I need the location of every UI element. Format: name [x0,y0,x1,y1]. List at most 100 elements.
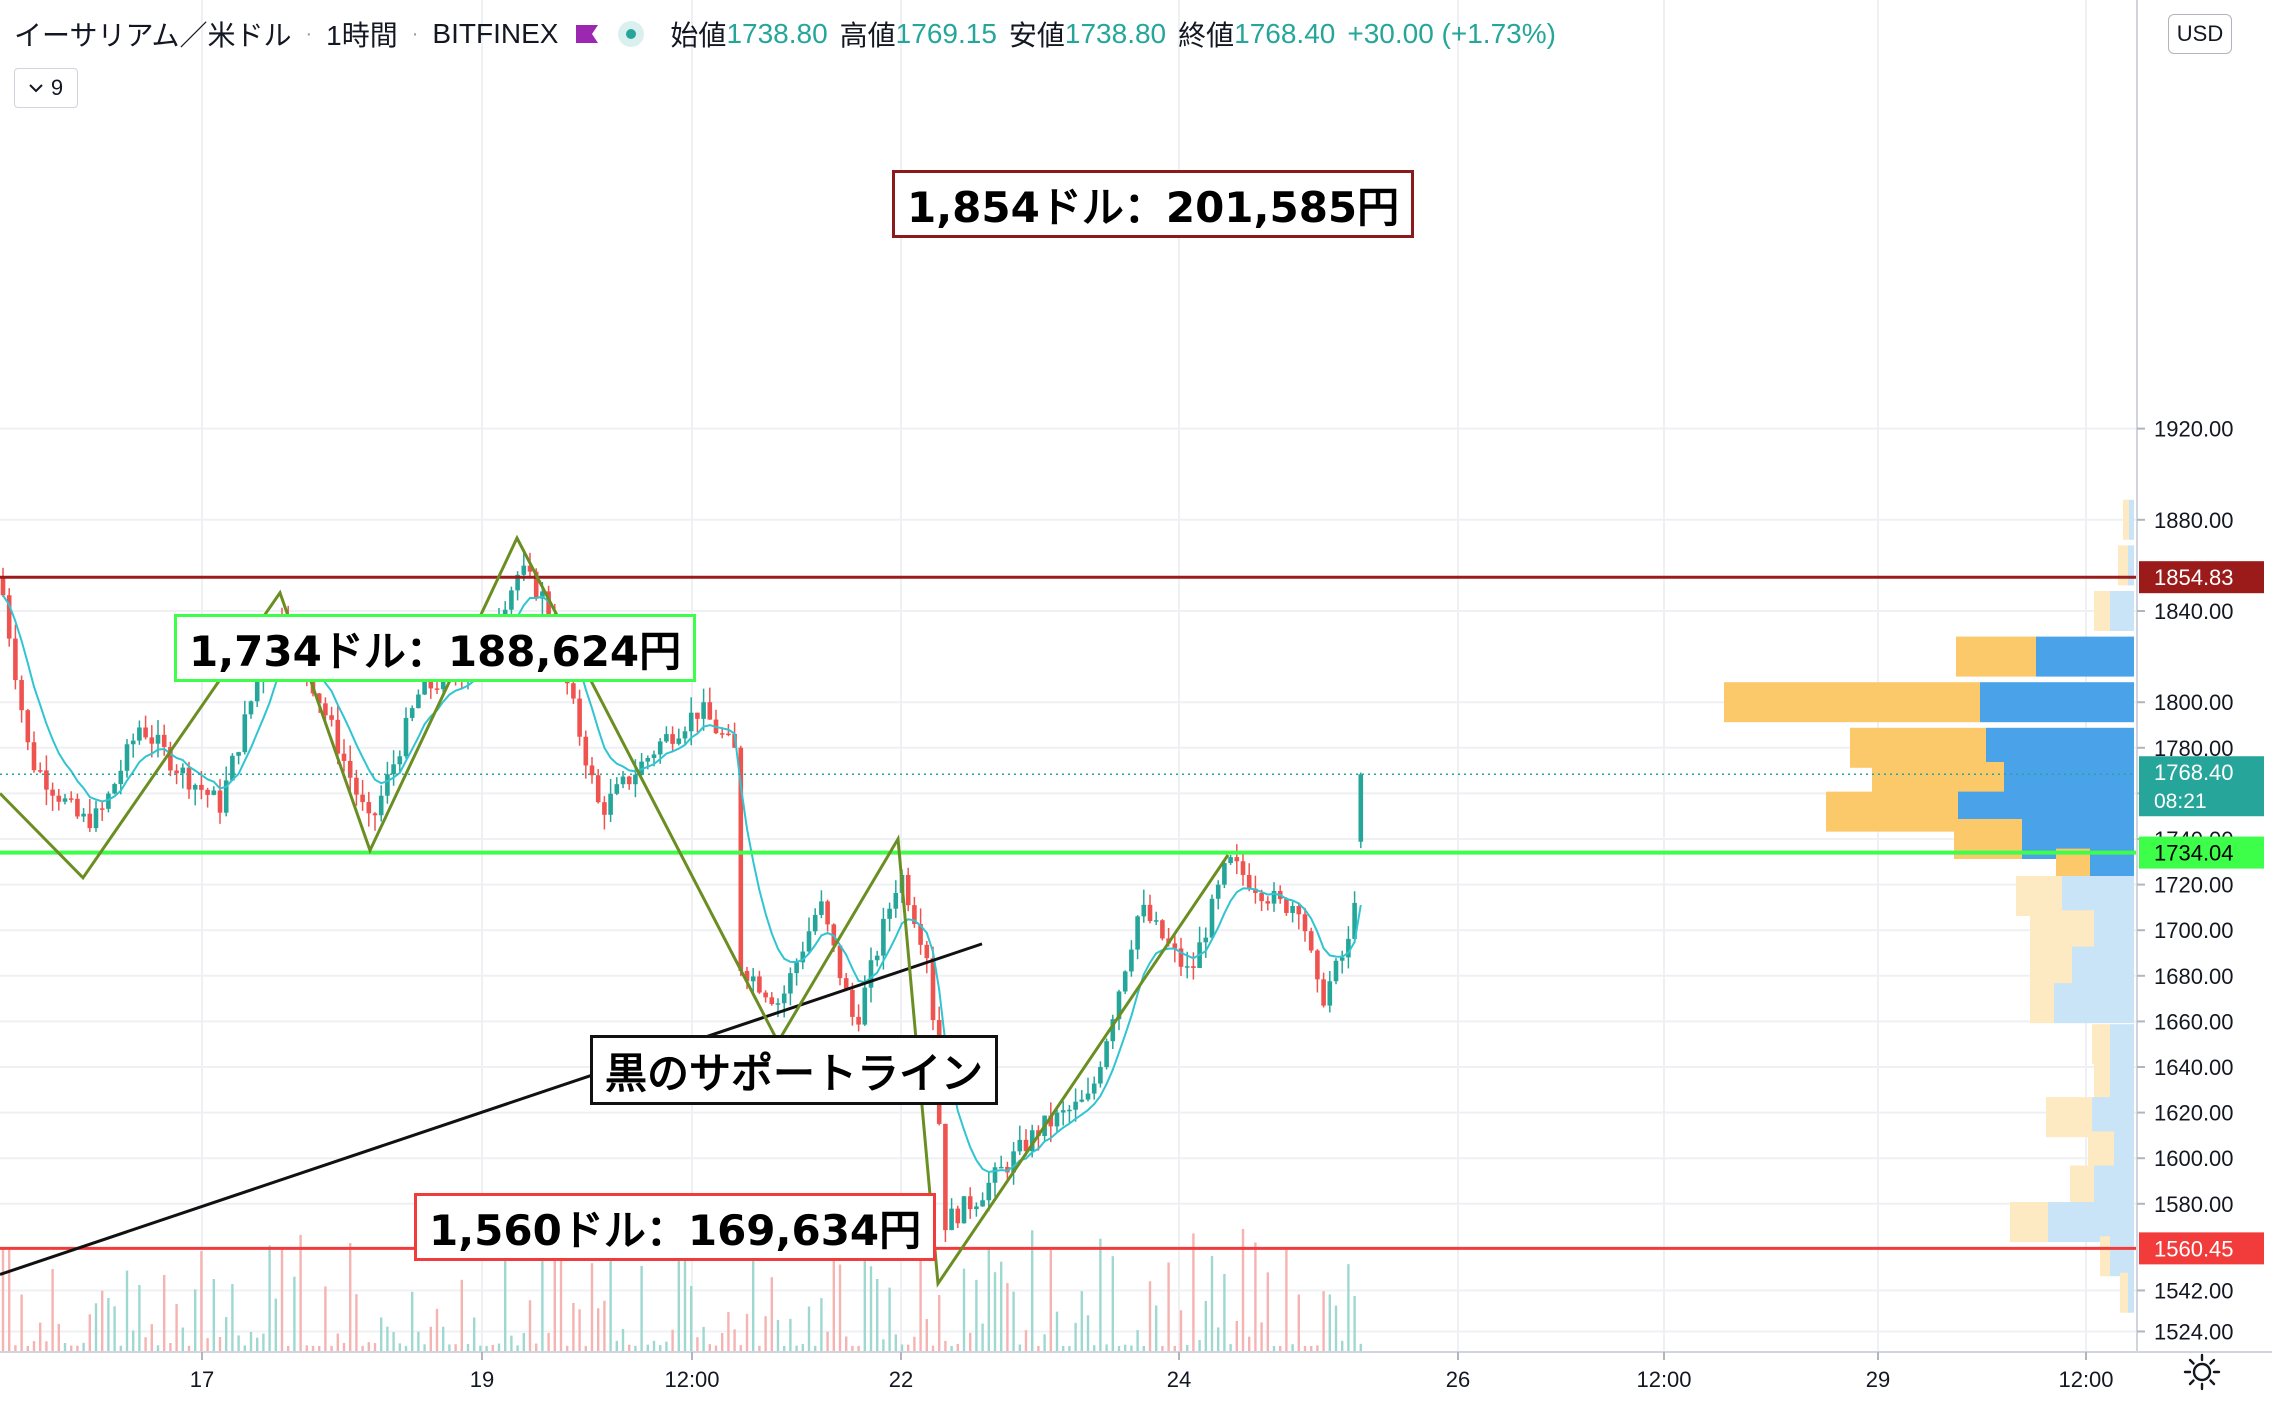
volume-bar [1223,1273,1226,1352]
interval-label[interactable]: 1時間 [326,20,398,51]
zigzag-pattern[interactable] [0,534,1230,1288]
volume-bar [57,1323,60,1352]
volume-profile-up [2110,1060,2134,1101]
volume-bar [386,1326,389,1352]
volume-bar [913,1336,916,1352]
volume-bar [1173,1345,1176,1352]
candle-body [881,918,886,956]
volume-bar [1322,1291,1325,1352]
candle-body [955,1208,961,1224]
candle-body [112,784,117,794]
settings-icon[interactable] [2182,1352,2222,1392]
candle-body [1023,1139,1029,1152]
volume-bar [993,1272,997,1352]
candle-body [602,802,607,815]
candle-body [329,715,334,720]
flag-icon[interactable] [574,23,600,45]
moving-average-line [2,594,1362,1174]
volume-profile-down [2010,1202,2048,1243]
volume-bar [429,1326,432,1352]
volume-bar [739,1345,742,1352]
chevron-down-icon [29,84,43,93]
volume-bar [256,1337,259,1352]
volume-bar [975,1279,978,1352]
volume-bar [783,1345,786,1352]
candle-body [837,945,843,979]
volume-bar [26,1345,29,1352]
candle-body [769,997,775,1005]
volume-profile-down [2016,876,2062,916]
candle-body [695,712,700,719]
time-tick-label: 12:00 [2058,1367,2113,1392]
volume-bar [708,1344,711,1352]
candle-body [521,565,527,575]
volume-profile-up [2129,499,2134,540]
volume-bar [1068,1346,1071,1352]
price-tick-label: 1880.00 [2154,508,2234,533]
volume-bar [578,1309,581,1352]
volume-profile-up [2110,1024,2134,1065]
support-trendline[interactable] [0,942,983,1276]
currency-button[interactable]: USD [2168,14,2232,54]
candle-body [1079,1099,1085,1102]
candle-body [137,727,142,741]
price-tag-label: 1734.04 [2154,841,2234,866]
volume-bar [1117,1345,1121,1352]
candle-body [726,733,731,736]
candle-body [192,784,198,790]
price-tick-label: 1700.00 [2154,918,2234,943]
volume-bar [1105,1344,1108,1352]
candle-body [905,874,911,906]
volume-bar [76,1345,79,1352]
candle-body [1011,1151,1016,1173]
price-tick-label: 1680.00 [2154,964,2234,989]
volume-bar [696,1337,699,1352]
candle-body [546,591,551,619]
time-tick-label: 12:00 [1636,1367,1691,1392]
candle-body [1321,979,1326,1006]
volume-bar [181,1327,184,1352]
resistance-annotation: 1,854ドル：201,585円 [892,170,1415,238]
volume-bar [392,1332,395,1352]
volume-profile-down [2030,910,2094,951]
price-tick-label: 1840.00 [2154,599,2234,624]
candle-body [1191,966,1196,968]
volume-bar [243,1345,246,1352]
volume-bar [1031,1230,1034,1352]
volume-bar [510,1335,513,1352]
volume-profile-down [1724,682,1980,723]
candle-body [0,576,6,596]
volume-bar [814,1345,817,1352]
time-axis[interactable] [0,1352,2137,1412]
volume-bar [1062,1345,1065,1352]
candle-body [992,1167,998,1183]
candle-body [254,680,260,702]
volume-bar [969,1332,972,1352]
volume-bar [944,1340,947,1352]
candle-body [509,590,514,610]
volume-bar [411,1291,414,1352]
volume-bar [907,1344,910,1352]
candle-body [199,784,204,790]
volume-bar [1179,1310,1183,1352]
volume-bar [144,1337,147,1352]
volume-bar [770,1277,773,1352]
volume-bar [163,1274,166,1352]
candle-body [186,767,192,790]
volume-bar [274,1298,277,1352]
price-axis[interactable] [2137,0,2272,1412]
volume-bar [435,1308,439,1352]
volume-bar [727,1312,730,1352]
volume-bar [1186,1344,1189,1352]
volume-bar [745,1314,749,1352]
candle-body [409,708,415,718]
candle-body [1160,920,1165,939]
symbol-name[interactable]: イーサリアム／米ドル [14,20,292,51]
volume-profile-up [2128,545,2134,586]
volume-bar [863,1252,866,1352]
candle-body [19,680,24,711]
market-status-icon[interactable] [618,21,645,47]
indicators-collapse-button[interactable]: 9 [14,68,78,108]
volume-bar [212,1278,215,1352]
volume-bar [1272,1345,1276,1352]
